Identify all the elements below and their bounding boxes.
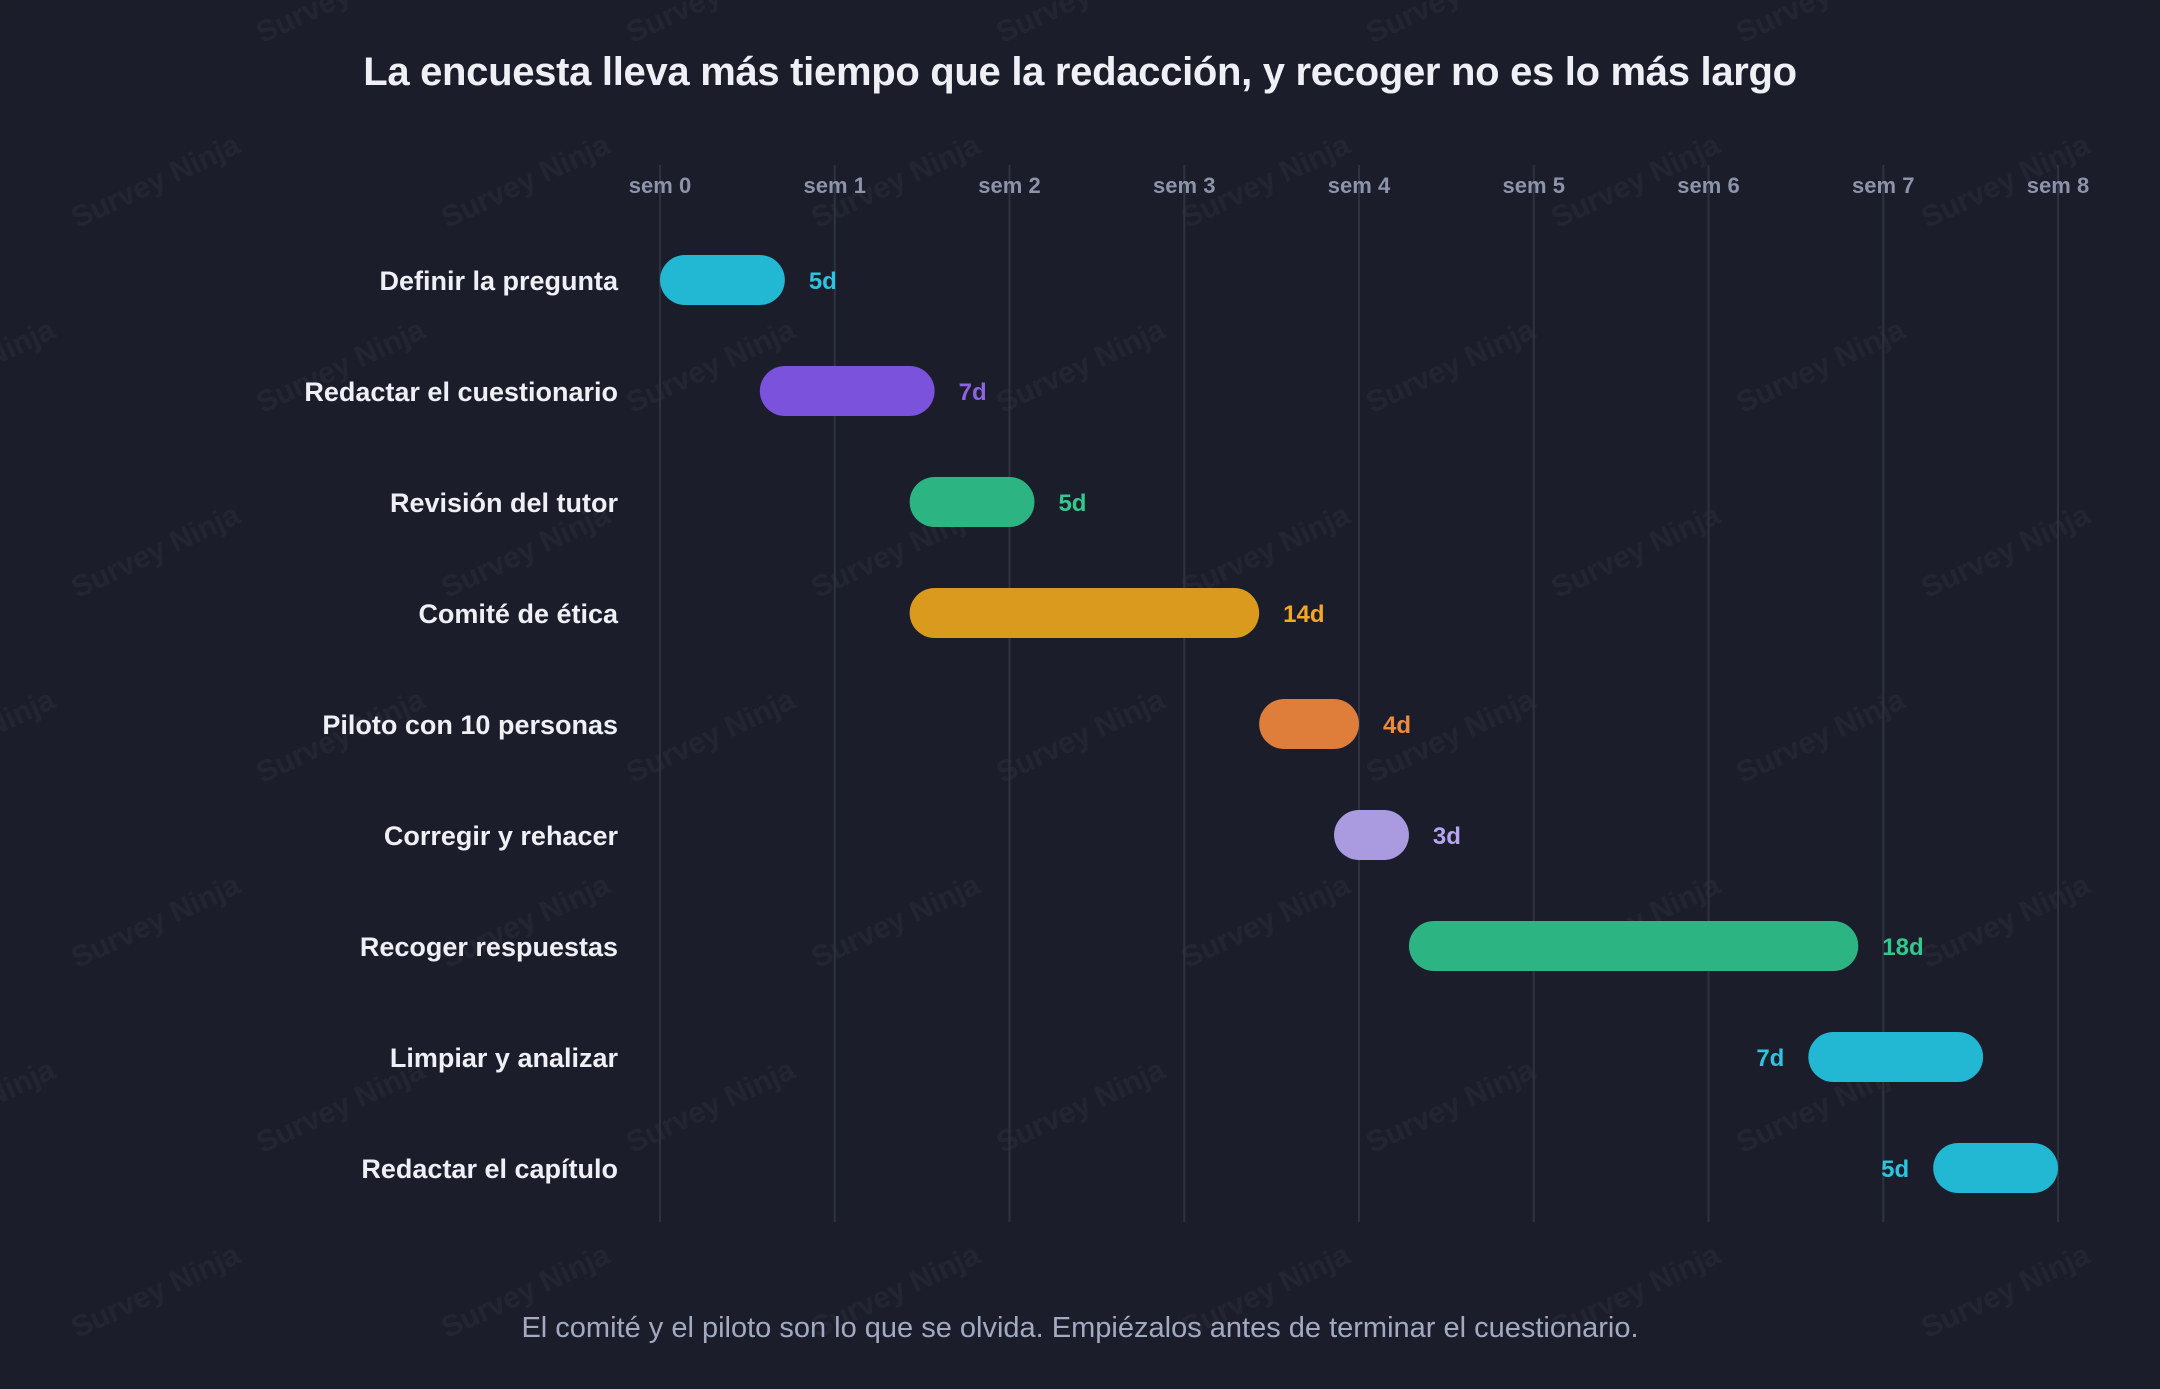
task-label: Corregir y rehacer xyxy=(384,821,619,851)
duration-label: 7d xyxy=(1756,1045,1784,1072)
duration-label: 5d xyxy=(809,268,837,295)
task-label: Limpiar y analizar xyxy=(390,1043,619,1073)
x-tick-label: sem 2 xyxy=(978,173,1040,198)
task-bar xyxy=(660,255,785,305)
task-bar xyxy=(1808,1032,1984,1082)
chart-title: La encuesta lleva más tiempo que la reda… xyxy=(363,50,1797,94)
task-label: Definir la pregunta xyxy=(379,266,619,296)
task-label: Redactar el cuestionario xyxy=(304,377,618,407)
task-bar xyxy=(909,477,1035,527)
duration-label: 14d xyxy=(1283,601,1324,628)
task-label: Piloto con 10 personas xyxy=(322,710,618,740)
x-tick-label: sem 3 xyxy=(1153,173,1215,198)
task-label: Redactar el capítulo xyxy=(361,1154,618,1184)
duration-label: 4d xyxy=(1383,712,1411,739)
x-tick-label: sem 8 xyxy=(2027,173,2089,198)
duration-label: 3d xyxy=(1433,823,1461,850)
task-label: Recoger respuestas xyxy=(360,932,618,962)
task-bar xyxy=(1933,1143,2058,1193)
x-tick-label: sem 1 xyxy=(804,173,866,198)
x-tick-label: sem 7 xyxy=(1852,173,1914,198)
task-bar xyxy=(759,366,935,416)
duration-label: 5d xyxy=(1881,1156,1909,1183)
duration-label: 7d xyxy=(959,379,987,406)
x-tick-label: sem 4 xyxy=(1328,173,1391,198)
duration-label: 5d xyxy=(1058,490,1086,517)
task-bar xyxy=(1334,810,1409,860)
x-tick-label: sem 0 xyxy=(629,173,691,198)
task-bar xyxy=(1408,921,1859,971)
task-bar xyxy=(1259,699,1359,749)
chart-caption: El comité y el piloto son lo que se olvi… xyxy=(521,1312,1639,1344)
duration-label: 18d xyxy=(1882,934,1923,961)
task-bar xyxy=(909,588,1260,638)
x-tick-label: sem 6 xyxy=(1677,173,1739,198)
task-label: Revisión del tutor xyxy=(390,488,619,518)
task-label: Comité de ética xyxy=(418,599,619,629)
x-tick-label: sem 5 xyxy=(1503,173,1565,198)
